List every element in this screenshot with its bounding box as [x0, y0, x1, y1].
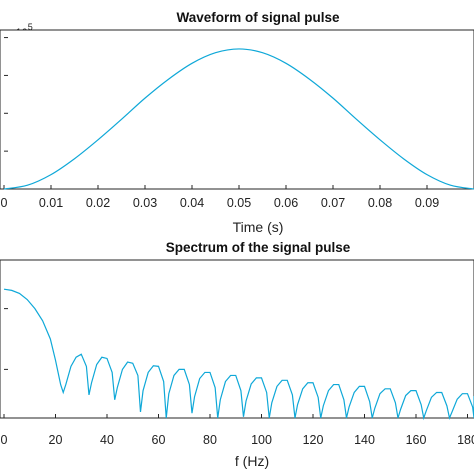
spectrum-y-ticks — [4, 308, 8, 370]
spectrum-x-ticks: 0 20 40 60 80 100 120 140 160 180 — [1, 414, 474, 447]
spectrum-x-tick-label: 40 — [100, 433, 114, 447]
spectrum-axes — [0, 259, 474, 419]
waveform-x-tick-label: 0.01 — [39, 196, 63, 210]
spectrum-title: Spectrum of the signal pulse — [166, 240, 351, 255]
waveform-panel: × 105 Waveform of signal pulse 00.010.02… — [0, 10, 474, 235]
waveform-x-tick-label: 0.06 — [274, 196, 298, 210]
waveform-x-axis-label: Time (s) — [233, 219, 284, 235]
spectrum-x-tick-label: 120 — [303, 433, 324, 447]
spectrum-series-line — [3, 288, 474, 421]
spectrum-x-tick-label: 100 — [251, 433, 272, 447]
spectrum-x-tick-label: 80 — [203, 433, 217, 447]
spectrum-x-tick-label: 140 — [354, 433, 375, 447]
spectrum-x-tick-label: 160 — [406, 433, 427, 447]
spectrum-x-tick-label: 180 — [457, 433, 474, 447]
spectrum-x-tick-label: 0 — [1, 433, 8, 447]
waveform-x-tick-label: 0.07 — [321, 196, 345, 210]
waveform-x-tick-label: 0.02 — [86, 196, 110, 210]
waveform-x-ticks: 0 0.01 0.02 0.03 0.04 0.05 0.06 0.07 0.08 0.09 — [1, 185, 439, 210]
waveform-x-tick-label: 0 — [1, 196, 8, 210]
waveform-x-tick-label: 0.09 — [415, 196, 439, 210]
waveform-x-tick-label: 0.08 — [368, 196, 392, 210]
waveform-x-tick-label: 0.03 — [133, 196, 157, 210]
waveform-axes — [0, 29, 474, 190]
waveform-x-tick-label: 0.05 — [227, 196, 251, 210]
spectrum-panel: Spectrum of the signal pulse 0 20 40 60 80 10… — [0, 240, 474, 469]
waveform-x-tick-label: 0.04 — [180, 196, 204, 210]
spectrum-x-tick-label: 20 — [49, 433, 63, 447]
spectrum-x-axis-label: f (Hz) — [235, 453, 269, 469]
waveform-series-line — [3, 48, 474, 190]
waveform-title: Waveform of signal pulse — [176, 10, 340, 25]
spectrum-x-tick-label: 60 — [152, 433, 166, 447]
